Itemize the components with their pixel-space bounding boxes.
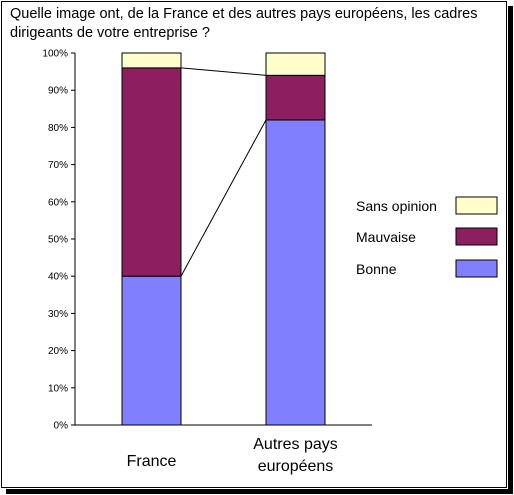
x-category-label: France (127, 453, 177, 470)
y-tick-label: 70% (48, 160, 68, 171)
legend-swatch (455, 259, 498, 278)
legend-swatch (455, 227, 498, 246)
legend-label: Bonne (356, 261, 397, 277)
y-tick-label: 20% (48, 346, 68, 357)
y-tick-label: 60% (48, 197, 68, 208)
bar-segment-bonne (121, 275, 182, 426)
x-category-label: Autres pays européens (253, 436, 337, 475)
bar-segment-mauvaise (121, 67, 182, 277)
bar-segment-bonne (265, 119, 326, 426)
y-tick-label: 100% (42, 49, 68, 60)
y-tick-label: 0% (54, 421, 69, 432)
bar-segment-mauvaise (265, 74, 326, 121)
y-tick-label: 10% (48, 383, 68, 394)
chart-title: Quelle image ont, de la France et des au… (10, 6, 478, 41)
y-tick-label: 90% (48, 86, 68, 97)
bar-segment-sans-opinion (265, 52, 326, 76)
y-tick-label: 40% (48, 272, 68, 283)
bar-segment-sans-opinion (121, 52, 182, 69)
legend-label: Sans opinion (356, 198, 437, 214)
legend-swatch (455, 196, 498, 215)
frame-shadow-bottom (6, 489, 513, 494)
y-tick-label: 30% (48, 309, 68, 320)
chart-frame (1, 1, 507, 488)
series-connector-line (180, 119, 267, 277)
frame-shadow-right (508, 6, 513, 492)
legend-label: Mauvaise (356, 229, 416, 245)
series-connector-line (180, 67, 267, 76)
y-tick-label: 80% (48, 123, 68, 134)
y-tick-label: 50% (48, 235, 68, 246)
